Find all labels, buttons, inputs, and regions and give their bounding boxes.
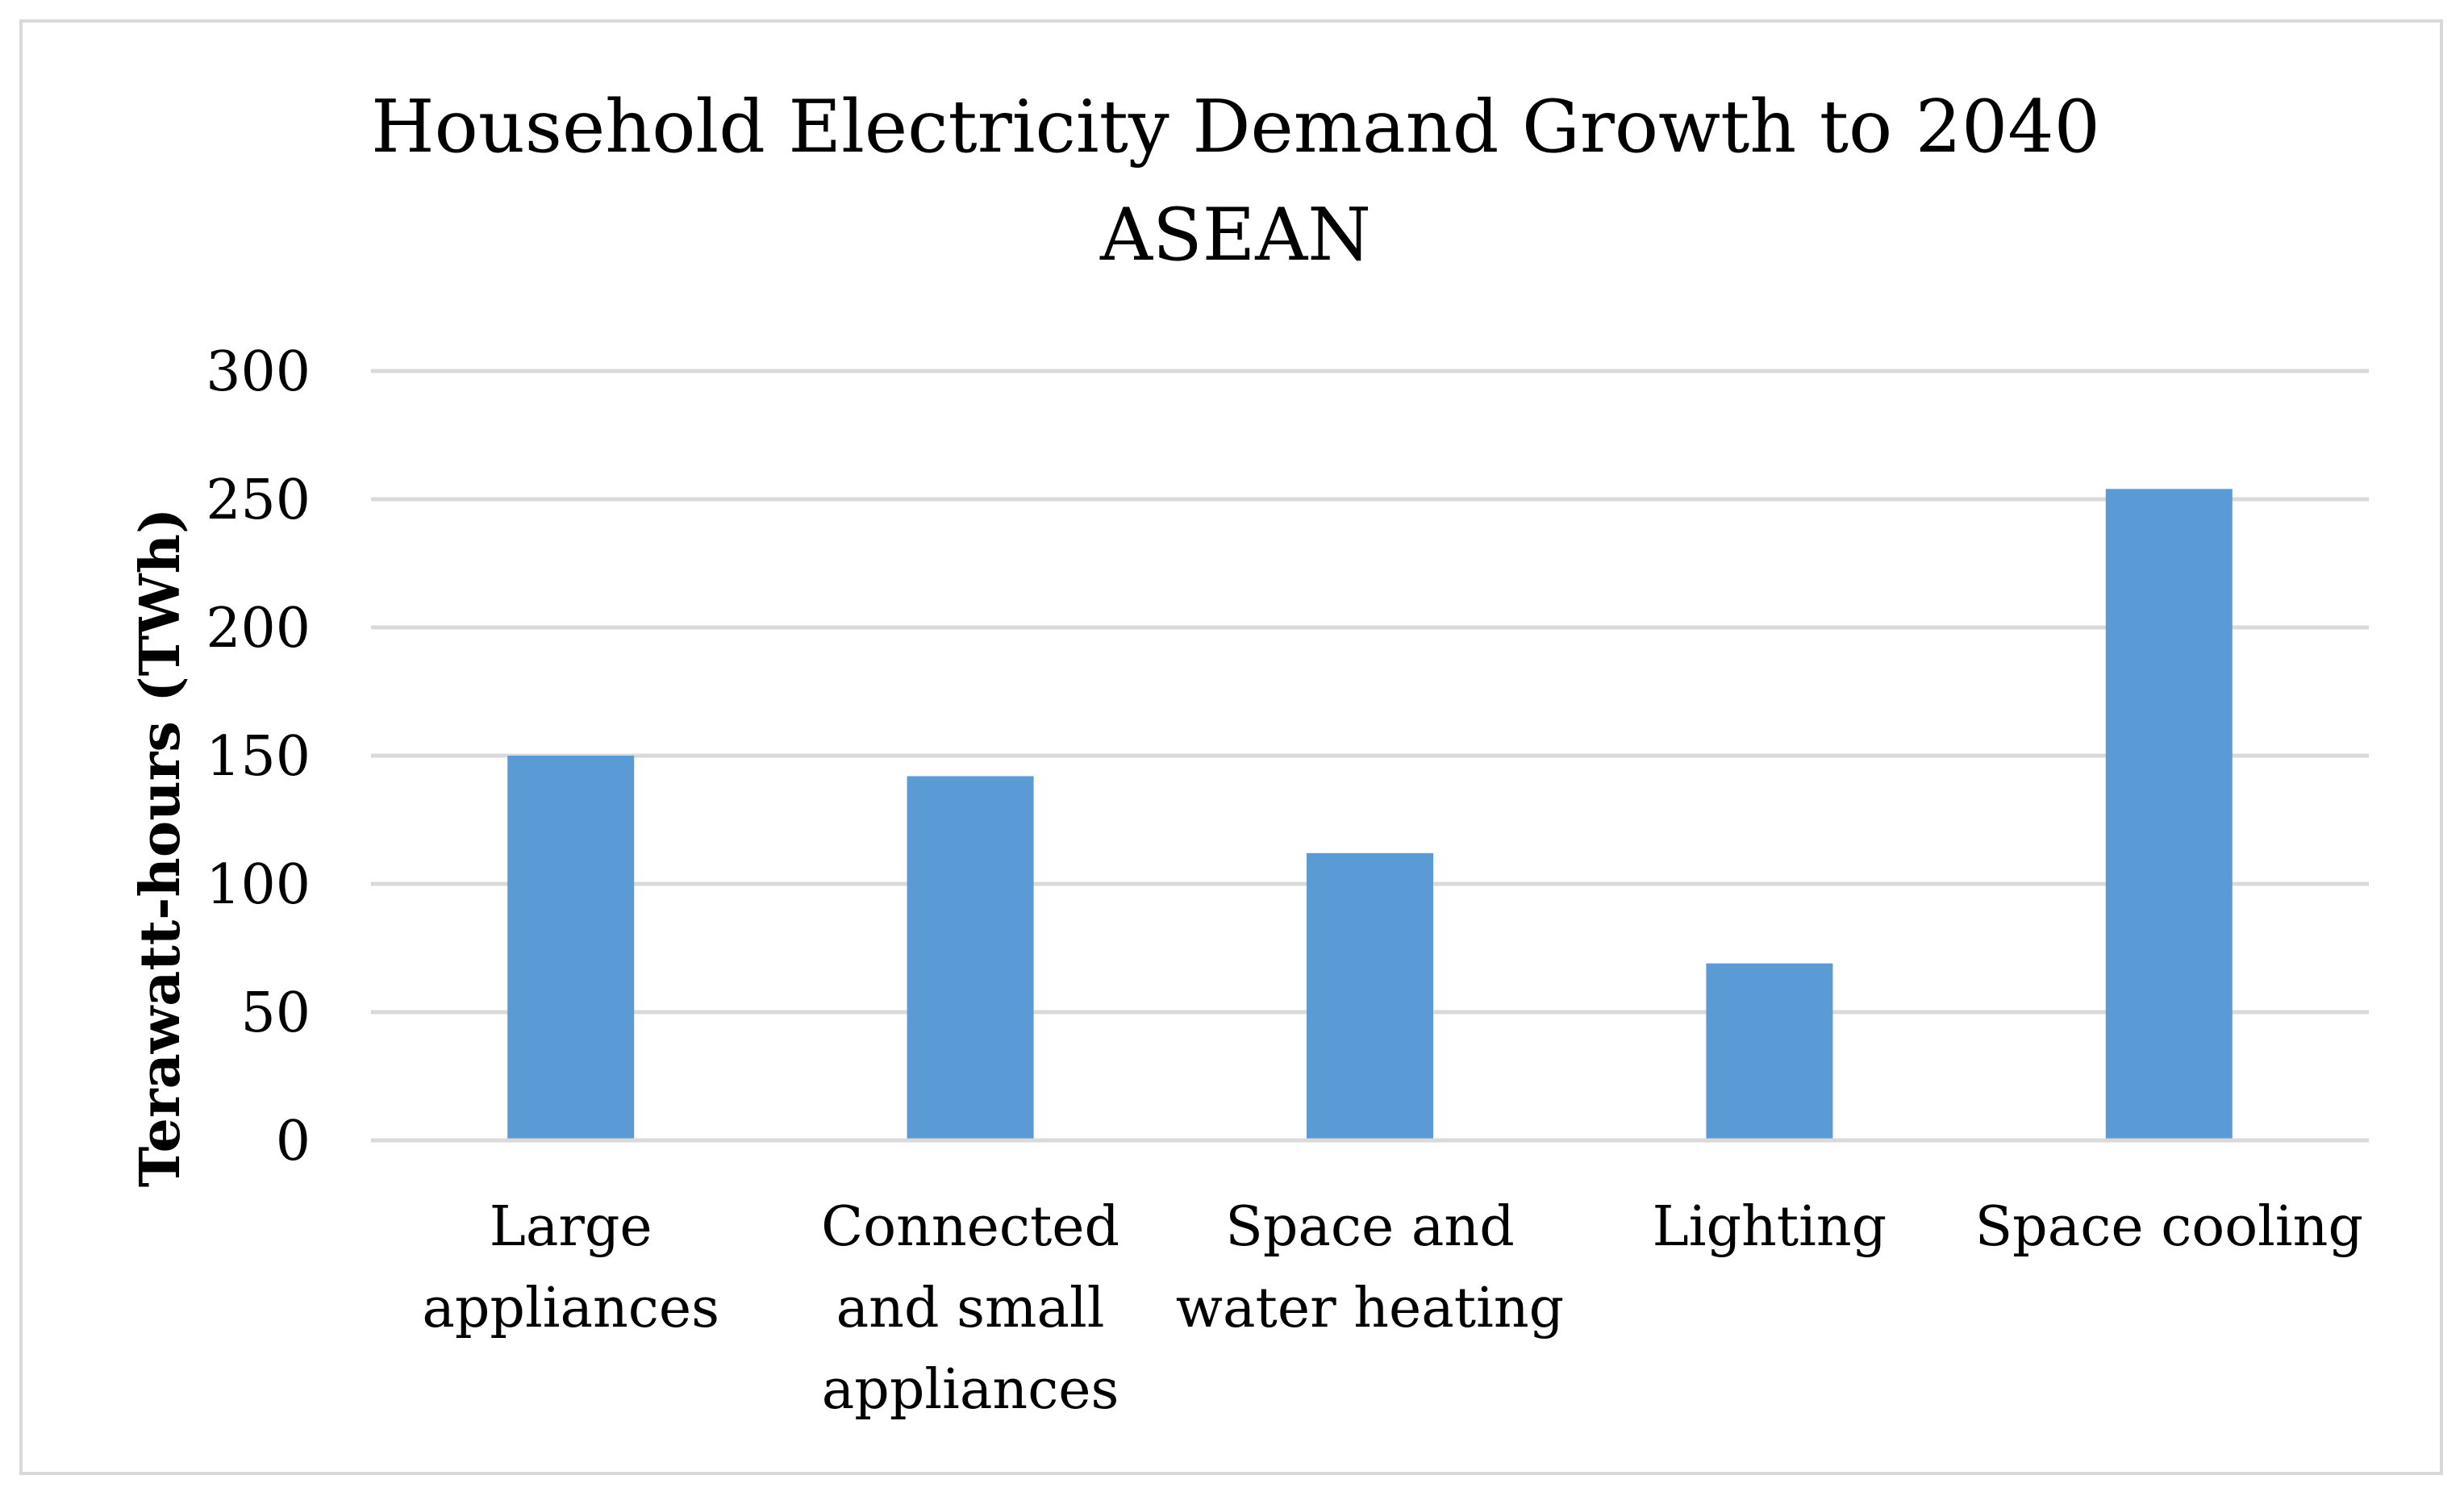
bar-4: [2105, 489, 2233, 1140]
y-tick-label: 0: [276, 1110, 311, 1173]
bar-0: [507, 756, 635, 1140]
bar-2: [1307, 852, 1433, 1140]
bars: [507, 489, 2233, 1140]
y-tick-labels: 0 50 100 150 200 250 300: [206, 340, 311, 1173]
y-tick-label: 100: [206, 853, 311, 917]
x-tick-label-line: appliances: [422, 1277, 719, 1340]
y-tick-label: 50: [240, 981, 311, 1045]
bar-1: [907, 776, 1034, 1140]
x-tick-label-line: Lighting: [1653, 1195, 1887, 1259]
y-axis-label: Terawatt-hours (TWh): [128, 508, 193, 1187]
x-tick-label: Space cooling: [1975, 1195, 2363, 1259]
y-tick-label: 300: [206, 340, 311, 404]
x-tick-label-line: Large: [490, 1195, 652, 1259]
x-tick-label: Large appliances: [422, 1195, 719, 1340]
x-tick-label-line: Space and: [1225, 1195, 1514, 1259]
x-tick-label-line: appliances: [822, 1358, 1119, 1422]
x-tick-label: Lighting: [1653, 1195, 1887, 1259]
x-tick-label: Space and water heating: [1176, 1195, 1564, 1340]
x-tick-labels: Large appliances Connected and small applian…: [422, 1195, 2363, 1422]
y-tick-label: 150: [206, 725, 311, 789]
x-tick-label-line: water heating: [1176, 1277, 1564, 1340]
chart-title: Household Electricity Demand Growth to 2…: [371, 85, 2100, 169]
x-tick-label-line: Connected: [821, 1195, 1119, 1259]
bar-3: [1706, 963, 1833, 1140]
x-tick-label-line: and small: [836, 1277, 1105, 1340]
y-tick-label: 200: [206, 597, 311, 660]
y-tick-label: 250: [206, 469, 311, 532]
x-tick-label-line: Space cooling: [1975, 1195, 2363, 1259]
chart-frame: [19, 19, 2443, 1475]
chart-subtitle: ASEAN: [1099, 193, 1371, 277]
x-tick-label: Connected and small appliances: [821, 1195, 1119, 1422]
